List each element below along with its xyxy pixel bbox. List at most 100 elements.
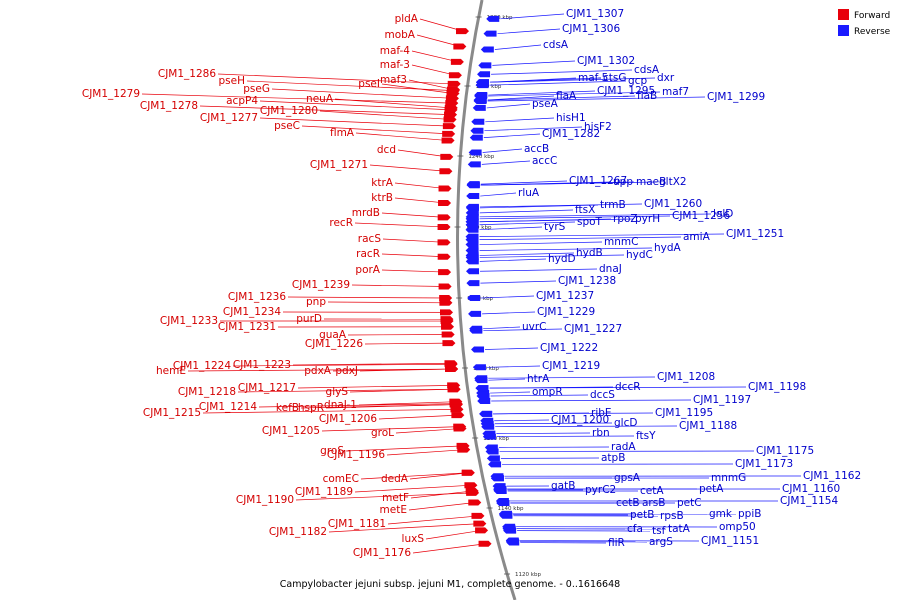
forward-gene-label: dnaJ-1 [324, 399, 357, 411]
connector-line [199, 105, 452, 115]
forward-gene-label: CJM1_1205 [262, 425, 320, 437]
connector-line [479, 215, 671, 220]
forward-gene-label: pldA [395, 13, 419, 25]
connector-line [319, 110, 451, 120]
forward-gene-arrow [439, 299, 453, 306]
connector-line [287, 296, 447, 299]
forward-gene-label: dcd [377, 144, 396, 156]
reverse-gene-arrow [488, 461, 502, 468]
reverse-gene-label: CJM1_1260 [644, 198, 702, 210]
forward-gene-label: CJM1_1236 [228, 291, 286, 303]
connector-line [481, 160, 531, 165]
connector-line [494, 419, 550, 422]
forward-gene-arrow [440, 153, 454, 160]
reverse-gene-arrow [473, 98, 487, 104]
connector-line [411, 50, 458, 63]
reverse-gene-arrow [475, 385, 489, 392]
forward-gene-arrow [475, 527, 489, 534]
forward-gene-label: acpP4 [226, 95, 258, 107]
forward-gene-label: neuA [306, 93, 334, 105]
forward-gene-label: metF [382, 492, 409, 504]
forward-gene-label: hspR [298, 402, 324, 414]
reverse-gene-label: CJM1_1302 [577, 55, 635, 67]
reverse-gene-label: petA [699, 483, 724, 495]
connector-line [479, 226, 543, 231]
connector-line [354, 484, 472, 493]
legend-reverse-swatch [838, 25, 849, 36]
connector-line [412, 543, 486, 554]
scale-tick-label: 1160 kbp [483, 436, 509, 442]
reverse-gene-label: hydC [626, 249, 653, 261]
forward-gene-label: racS [358, 233, 382, 245]
connector-line [480, 268, 598, 272]
reverse-gene-label: dccS [590, 389, 615, 401]
connector-line [490, 391, 531, 394]
forward-gene-arrow [447, 386, 461, 393]
forward-gene-label: pseG [243, 83, 270, 95]
reverse-gene-label: CJM1_1195 [655, 407, 713, 419]
reverse-gene-label: CJM1_1175 [756, 445, 814, 457]
forward-gene-arrow [441, 331, 455, 338]
connector-line [489, 80, 627, 86]
connector-line [479, 236, 682, 240]
reverse-gene-label: lolD [713, 208, 733, 220]
forward-gene-label: guaA [319, 329, 347, 341]
forward-gene-arrow [445, 100, 459, 107]
connector-line [490, 394, 589, 397]
connector-line [498, 446, 610, 448]
reverse-gene-label: cdsA [634, 64, 660, 76]
connector-line [301, 125, 450, 135]
connector-line [488, 90, 596, 96]
reverse-gene-label: maf7 [662, 86, 689, 98]
forward-gene-label: CJM1_1181 [328, 518, 386, 530]
reverse-gene-arrow [465, 247, 479, 254]
connector-line [381, 269, 446, 273]
reverse-gene-label: CJM1_1173 [735, 458, 793, 470]
reverse-gene-label: mnmG [711, 472, 746, 484]
legend: Forward Reverse [838, 9, 891, 37]
reverse-gene-label: arsB [642, 497, 665, 509]
connector-line [479, 233, 725, 237]
reverse-gene-label: rluA [518, 187, 540, 199]
reverse-gene-arrow [479, 410, 493, 417]
legend-forward-label: Forward [854, 11, 890, 21]
reverse-gene-label: fliR [608, 537, 625, 549]
connector-line [325, 404, 457, 409]
forward-gene-label: groS [320, 445, 344, 457]
forward-gene-label: CJM1_1215 [143, 407, 201, 419]
connector-line [364, 342, 450, 345]
reverse-gene-label: CJM1_1198 [748, 381, 806, 393]
forward-gene-label: CJM1_1233 [160, 315, 218, 327]
forward-gene-arrow [468, 499, 482, 506]
forward-gene-arrow [445, 366, 459, 373]
reverse-gene-label: ftsY [636, 430, 656, 442]
forward-gene-label: pseC [274, 120, 300, 132]
scale-tick-label: 1140 kbp [498, 506, 524, 512]
forward-gene-arrow [446, 86, 460, 93]
connector-line [479, 203, 643, 208]
scale-ticks: 1280 kbp 1260 kbp 1240 kbp 1220 kbp 1200 kbp… [454, 15, 541, 578]
reverse-gene-label: rpsB [660, 510, 684, 522]
reverse-gene-label: gltX2 [659, 176, 687, 188]
reverse-gene-label: CJM1_1162 [803, 470, 861, 482]
reverse-gene-arrow [467, 161, 481, 168]
reverse-gene-label: CJM1_1154 [780, 495, 838, 507]
scale-tick-label: 1260 kbp [475, 84, 501, 90]
connector-line [487, 95, 636, 101]
reverse-gene-arrow [465, 226, 479, 233]
reverse-gene-label: cfa [627, 523, 643, 535]
forward-gene-arrow [442, 123, 456, 130]
reverse-gene-label: CJM1_1295 [597, 85, 655, 97]
reverse-gene-label: dccR [615, 381, 641, 393]
reverse-gene-arrow [490, 473, 504, 480]
forward-gene-label: purD [296, 313, 322, 325]
scale-tick-label: 1120 kbp [515, 572, 541, 578]
reverse-gene-label: maf-5 [578, 72, 608, 84]
reverse-gene-label: petC [677, 497, 702, 509]
reverse-gene-label: cetA [640, 485, 664, 497]
reverse-gene-label: CJM1_1188 [679, 420, 737, 432]
reverse-gene-label: maeB [636, 176, 666, 188]
forward-gene-arrow [437, 223, 451, 230]
reverse-gene-label: CJM1_1237 [536, 290, 594, 302]
reverse-gene-arrow [471, 346, 485, 353]
